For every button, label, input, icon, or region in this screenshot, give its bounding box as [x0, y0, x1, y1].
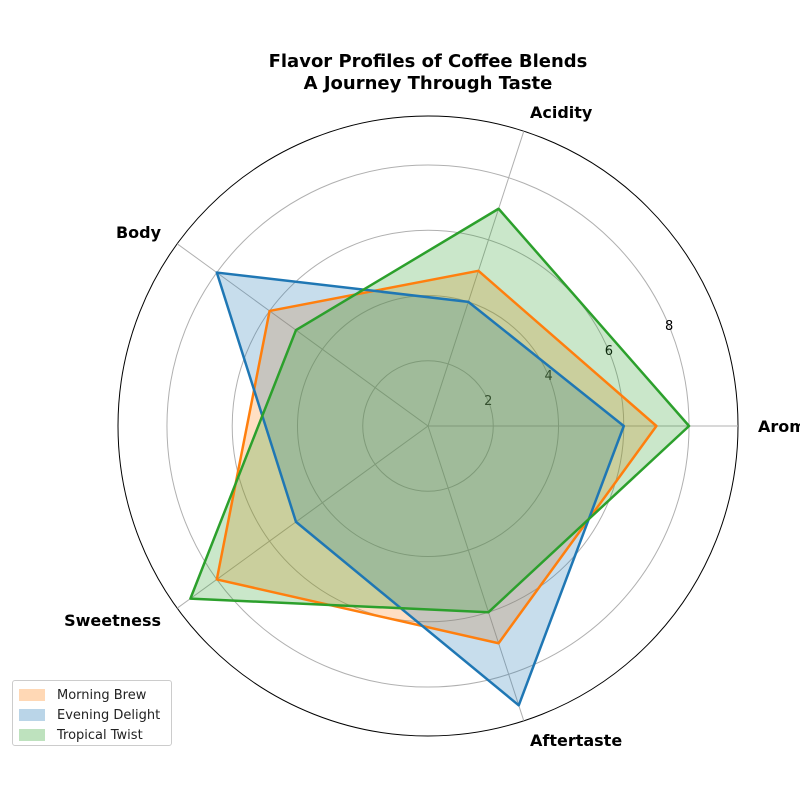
series-fill-evening-delight	[216, 272, 624, 706]
tick-label-8: 8	[665, 319, 673, 334]
axis-labels: Aroma Acidity Body Sweetness Aftertaste	[64, 103, 800, 750]
legend-label: Tropical Twist	[57, 727, 143, 743]
series-line-tropical-twist	[189, 207, 691, 614]
series-layer	[189, 207, 691, 707]
axis-label-sweetness: Sweetness	[64, 611, 161, 630]
tick-label-4: 4	[544, 369, 552, 384]
axis-label-body: Body	[116, 223, 162, 242]
tick-label-2: 2	[484, 394, 492, 409]
legend: Morning Brew Evening Delight Tropical Tw…	[12, 680, 172, 746]
axis-label-acidity: Acidity	[530, 103, 593, 122]
series-fill-tropical-twist	[190, 208, 690, 613]
spoke-sweetness	[176, 425, 429, 609]
legend-item-evening-delight: Evening Delight	[19, 705, 165, 725]
series-line-evening-delight	[215, 271, 626, 707]
tick-label-6: 6	[605, 344, 613, 359]
chart-subtitle: A Journey Through Taste	[304, 73, 553, 94]
axis-label-aroma: Aroma	[758, 417, 800, 436]
legend-item-morning-brew: Morning Brew	[19, 685, 165, 705]
axis-label-aftertaste: Aftertaste	[530, 731, 622, 750]
legend-label: Evening Delight	[57, 707, 161, 723]
legend-item-tropical-twist: Tropical Twist	[19, 725, 165, 745]
spoke-aftertaste	[427, 425, 525, 721]
legend-swatch	[19, 689, 45, 701]
spoke-acidity	[427, 131, 525, 427]
series-line-morning-brew	[215, 269, 658, 645]
legend-swatch	[19, 709, 45, 721]
grid: 2 4 6 8	[117, 115, 739, 737]
chart-title: Flavor Profiles of Coffee Blends	[269, 51, 588, 72]
legend-label: Morning Brew	[57, 687, 147, 703]
spoke-body	[176, 243, 429, 427]
legend-swatch	[19, 729, 45, 741]
